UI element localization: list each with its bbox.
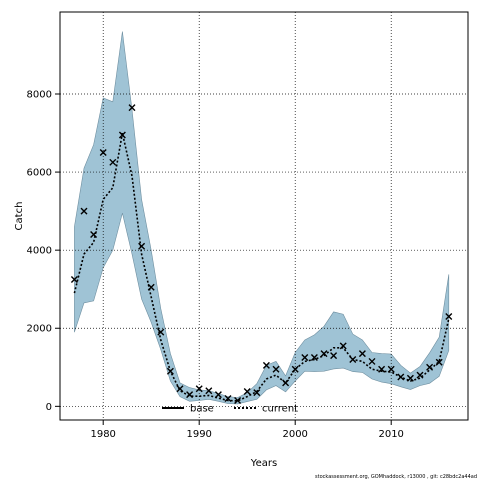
observed-point — [214, 391, 222, 399]
legend-label-base: base — [190, 404, 214, 415]
confidence-band — [74, 31, 450, 405]
grid — [60, 12, 468, 420]
observed-point — [186, 391, 194, 399]
observed-point — [301, 354, 309, 362]
observed-point — [224, 395, 232, 403]
y-tick-label: 4000 — [27, 246, 52, 257]
observed-point — [320, 350, 328, 358]
observed-point — [310, 354, 318, 362]
observed-point — [349, 355, 357, 363]
observed-point — [426, 363, 434, 371]
y-axis: 0 2000 4000 6000 8000 — [27, 89, 60, 413]
x-axis-title: Years — [250, 458, 277, 469]
x-tick-label: 1980 — [90, 429, 115, 440]
observed-point — [397, 373, 405, 381]
observed-point — [90, 231, 98, 239]
observed-point — [147, 283, 155, 291]
y-tick-label: 6000 — [27, 168, 52, 179]
observed-point — [445, 313, 453, 321]
observed-point — [205, 387, 213, 395]
series-lines — [73, 132, 450, 402]
y-tick-label: 8000 — [27, 89, 52, 100]
observed-point — [138, 242, 146, 250]
observed-point — [368, 357, 376, 365]
legend: base current — [162, 404, 298, 415]
observed-point — [358, 350, 366, 358]
observed-point — [176, 385, 184, 393]
observed-point — [272, 365, 280, 373]
observed-point — [70, 275, 78, 283]
observed-points — [70, 104, 453, 404]
footnote: stockassessment.org, GOMhaddock, r13000 … — [315, 474, 477, 480]
observed-point — [157, 328, 165, 336]
observed-point — [195, 385, 203, 393]
observed-point — [80, 207, 88, 215]
legend-label-current: current — [262, 404, 298, 415]
observed-point — [253, 389, 261, 397]
observed-point — [416, 371, 424, 379]
observed-point — [435, 358, 443, 366]
x-tick-label: 1990 — [186, 429, 211, 440]
y-tick-label: 0 — [46, 402, 52, 413]
observed-point — [282, 379, 290, 387]
observed-point — [118, 131, 126, 139]
observed-point — [330, 352, 338, 360]
y-tick-label: 2000 — [27, 324, 52, 335]
observed-point — [234, 396, 242, 404]
observed-point — [387, 365, 395, 373]
x-tick-label: 2010 — [378, 429, 403, 440]
confidence-band-area — [74, 31, 450, 405]
observed-point — [378, 365, 386, 373]
observed-point — [99, 149, 107, 157]
y-axis-title: Catch — [14, 202, 25, 231]
observed-point — [243, 388, 251, 395]
observed-point — [128, 104, 136, 112]
observed-point — [406, 374, 414, 382]
observed-point — [291, 365, 299, 373]
series-line-current — [73, 132, 450, 402]
observed-point — [109, 158, 117, 166]
plot-frame — [59, 11, 469, 421]
observed-point — [166, 367, 174, 375]
x-tick-label: 2000 — [282, 429, 307, 440]
x-axis: 1980 1990 2000 2010 — [90, 420, 404, 440]
observed-point — [339, 342, 347, 350]
observed-point — [262, 361, 270, 369]
